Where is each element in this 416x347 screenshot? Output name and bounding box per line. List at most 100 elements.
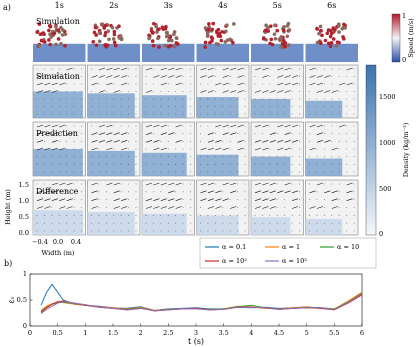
- flow-dot: [135, 207, 137, 208]
- particle: [63, 44, 67, 48]
- flow-arrow: [91, 182, 98, 186]
- flow-arrow: [254, 140, 262, 143]
- flow-arrow: [222, 75, 229, 78]
- density-block: [142, 213, 187, 235]
- particle: [207, 22, 211, 26]
- flow-dot: [98, 230, 100, 232]
- flow-arrow: [324, 75, 331, 78]
- flow-dot: [128, 156, 129, 158]
- flow-dot: [291, 214, 293, 216]
- density-block: [87, 93, 135, 118]
- flow-dot: [269, 163, 271, 165]
- flow-arrow: [44, 132, 51, 135]
- particle: [337, 30, 341, 34]
- flow-arrow: [36, 132, 44, 135]
- flow-dot: [58, 91, 60, 92]
- flow-arrow: [121, 67, 128, 71]
- flow-arrow: [254, 182, 262, 186]
- flow-arrow: [262, 67, 269, 71]
- flow-arrow: [309, 206, 316, 209]
- flow-dot: [113, 222, 115, 224]
- flow-dot: [160, 230, 162, 232]
- particle: [113, 43, 118, 48]
- density-block: [196, 97, 239, 118]
- flow-arrow: [51, 90, 58, 93]
- flow-arrow: [113, 67, 120, 71]
- flow-dot: [323, 156, 325, 158]
- legend-label: α = 0.1: [222, 243, 246, 251]
- flow-dot: [66, 171, 68, 173]
- flow-dot: [237, 191, 238, 193]
- flow-dot: [291, 91, 293, 92]
- flow-dot: [229, 156, 231, 158]
- flow-dot: [276, 183, 278, 185]
- particle: [333, 27, 337, 32]
- flow-dot: [309, 230, 310, 232]
- flow-dot: [98, 148, 100, 150]
- flow-dot: [284, 222, 286, 224]
- flow-arrow: [309, 147, 316, 151]
- flow-arrow: [269, 206, 276, 209]
- flow-dot: [214, 113, 216, 115]
- flow-dot: [66, 113, 68, 115]
- flow-dot: [284, 163, 286, 165]
- flow-arrow: [51, 147, 58, 151]
- flow-dot: [353, 106, 355, 107]
- flow-dot: [128, 91, 129, 92]
- colorbar-tick: 1000: [379, 139, 396, 147]
- flow-arrow: [106, 67, 113, 71]
- flow-dot: [58, 98, 60, 100]
- flow-dot: [237, 183, 238, 185]
- flow-dot: [222, 207, 224, 208]
- flow-arrow: [291, 198, 299, 201]
- colorbar-label: Density (kg/m⁻³): [402, 122, 410, 177]
- flow-dot: [58, 68, 60, 70]
- flow-dot: [331, 183, 333, 185]
- flow-dot: [269, 113, 271, 115]
- flow-dot: [105, 156, 107, 158]
- flow-dot: [105, 98, 107, 100]
- flow-dot: [299, 125, 300, 127]
- flow-arrow: [291, 124, 299, 128]
- flow-arrow: [254, 206, 262, 209]
- particle: [272, 32, 277, 36]
- flow-dot: [353, 140, 355, 142]
- flow-dot: [284, 106, 286, 107]
- particle: [320, 33, 324, 38]
- flow-dot: [73, 125, 75, 127]
- flow-dot: [182, 230, 184, 232]
- flow-dot: [291, 68, 293, 70]
- flow-dot: [299, 83, 300, 85]
- flow-dot: [105, 191, 107, 193]
- flow-arrow: [284, 190, 291, 194]
- flow-dot: [309, 199, 310, 201]
- flow-dot: [316, 222, 318, 224]
- flow-arrow: [145, 67, 153, 71]
- flow-dot: [346, 76, 347, 77]
- flow-dot: [73, 171, 75, 173]
- flow-dot: [73, 222, 75, 224]
- flow-dot: [44, 76, 45, 77]
- flow-dot: [309, 163, 310, 165]
- density-block: [251, 217, 291, 235]
- flow-dot: [353, 68, 355, 70]
- flow-arrow: [291, 75, 299, 78]
- flow-dot: [167, 125, 169, 127]
- flow-dot: [128, 113, 129, 115]
- flow-dot: [331, 163, 333, 165]
- flow-dot: [36, 98, 38, 100]
- flow-arrow: [215, 206, 222, 209]
- flow-arrow: [153, 147, 160, 151]
- particle: [111, 37, 116, 41]
- flow-dot: [331, 133, 333, 135]
- flow-dot: [81, 106, 82, 107]
- series-line: [40, 293, 363, 314]
- flow-dot: [98, 106, 100, 107]
- flow-dot: [145, 113, 147, 115]
- particle: [329, 40, 334, 45]
- flow-dot: [244, 207, 246, 208]
- particle: [209, 35, 214, 39]
- flow-dot: [237, 156, 238, 158]
- flow-dot: [214, 222, 216, 224]
- flow-dot: [190, 199, 191, 201]
